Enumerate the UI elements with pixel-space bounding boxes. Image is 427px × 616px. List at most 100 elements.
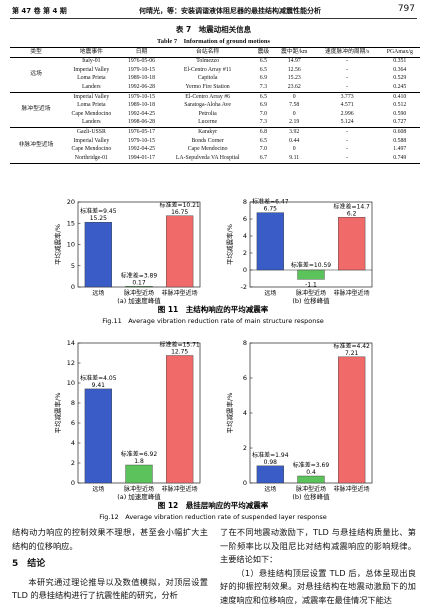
- std-label: 标准差=6.92: [121, 450, 158, 458]
- column-header: 类型: [30, 48, 42, 55]
- bar: [166, 215, 194, 288]
- y-tick-label: 0: [243, 266, 247, 274]
- column-header: 台站名称: [196, 48, 220, 55]
- value-label: 0.17: [132, 279, 146, 286]
- value-label: 0.4: [306, 469, 316, 476]
- bar: [84, 388, 112, 484]
- table-cell: 6.5: [259, 66, 267, 73]
- sub-caption: (b) 位移峰值: [292, 492, 330, 501]
- table-cell: 6.8: [259, 128, 267, 135]
- value-label: 16.75: [171, 209, 188, 216]
- table-row: 远场 Italy-01 1976-05-06 Tolmezzo 6.5 14.97 - 0.3…: [10, 57, 420, 77]
- table-row: Imperial Valley 1979-10-15 El-Centro Array…: [10, 66, 420, 75]
- table-row: 非脉冲型近场 Gazli-USSR 1976-05-17 Karakyr 6.8 3.92…: [10, 128, 420, 148]
- y-tick-label: 2: [243, 444, 247, 452]
- figures: 05101520平均减震率/%15.25标准差=9.45远场0.17标准差=3.…: [53, 198, 373, 521]
- table-group: 脉冲型近场 Imperial Valley 1979-10-15 El-Centro …: [10, 92, 420, 128]
- bar: [256, 465, 284, 484]
- value-label: -1.1: [305, 281, 317, 288]
- table-cell: Cape Mendocino: [71, 110, 112, 117]
- y-tick-label: 8: [243, 339, 247, 347]
- table-cell: Saratoga-Aloha Ave: [184, 102, 231, 109]
- bar: [338, 356, 366, 484]
- table-cell: 0: [292, 146, 296, 153]
- group-type: 非脉冲型近场: [18, 141, 54, 148]
- table-cell: El-Centro Array #11: [183, 66, 232, 73]
- sub-caption: (a) 加速度峰值: [117, 492, 161, 501]
- table-cell: Italy-01: [82, 58, 101, 65]
- x-tick-label: 远场: [92, 289, 104, 297]
- table-cell: 0.608: [393, 128, 407, 135]
- table-cell: LA-Sepulveda VA Hospital: [175, 154, 240, 161]
- y-tick-label: 8: [243, 198, 247, 206]
- std-label: 标准差=3.89: [121, 271, 158, 279]
- bar: [297, 475, 325, 484]
- std-label: 标准差=4.42: [333, 342, 370, 350]
- section-title: 5 结论: [12, 559, 46, 569]
- plot-frame: [249, 201, 373, 288]
- table-cell: 6.9: [259, 75, 267, 82]
- y-tick-label: 10: [67, 379, 75, 387]
- y-tick-label: 2: [243, 249, 247, 257]
- value-label: 6.75: [264, 206, 278, 213]
- header-rule: [10, 18, 417, 19]
- y-tick-label: 14: [67, 339, 75, 347]
- column-header: 震级: [257, 48, 270, 55]
- paragraph: 了在不同地震动激励下，TLD 与悬挂结构质量比、第一阶频率比以及阻尼比对结构减震…: [220, 527, 416, 564]
- table-row: 脉冲型近场 Imperial Valley 1979-10-15 El-Centro …: [10, 92, 420, 113]
- table-cell: 1992-04-25: [127, 110, 156, 117]
- table-cell: 0.588: [393, 137, 407, 144]
- x-tick-label: 远场: [92, 485, 104, 493]
- group-type: 脉冲型近场: [21, 106, 51, 113]
- table-group: 非脉冲型近场 Gazli-USSR 1976-05-17 Karakyr 6.8 3.92…: [10, 128, 420, 164]
- table-cell: Petrolia: [198, 110, 217, 117]
- y-tick-label: 4: [71, 439, 75, 447]
- x-tick-label: 非脉冲型近场: [162, 289, 198, 297]
- table-cell: 3.92: [289, 128, 300, 135]
- table-row: Imperial Valley 1979-10-15 Bonds Corner 6.5…: [10, 137, 420, 146]
- table-cell: 7.0: [259, 110, 267, 117]
- journal-issue: 第 47 卷 第 4 期: [12, 7, 67, 15]
- table-cell: 1976-05-06: [127, 58, 156, 65]
- value-label: 12.75: [171, 349, 188, 356]
- y-axis-label: 平均减震率/%: [225, 224, 234, 265]
- value-label: 6.2: [347, 210, 357, 217]
- table-cell: Lucerne: [198, 119, 218, 126]
- table-cell: 0.364: [393, 66, 407, 73]
- value-label: 1.8: [134, 458, 144, 465]
- y-tick-label: 4: [243, 409, 247, 417]
- x-tick-label: 脉冲型近场: [124, 485, 154, 493]
- y-tick-label: 15: [67, 219, 75, 227]
- table-cell: Loma Prieta: [77, 102, 106, 109]
- table-cell: 9.11: [289, 154, 300, 161]
- y-tick-label: 0: [243, 479, 247, 487]
- column-header: 震中距/km: [281, 48, 308, 55]
- table-cell: Bonds Corner: [191, 137, 224, 144]
- table-header: 类型 地震事件 日期 台站名称 震级 震中距/km 速度脉冲的周期/s PGAmax/g: [10, 47, 420, 58]
- table-row: Northridge-01 1994-01-17 LA-Sepulveda VA H…: [10, 154, 420, 163]
- value-label: 15.25: [90, 215, 107, 222]
- table-cell: Yermo Fire Station: [185, 83, 230, 90]
- table-cell: El-Centro Array #6: [185, 93, 230, 100]
- y-axis-label: 平均减震率/%: [53, 224, 62, 265]
- std-label: 标准差=1.94: [252, 451, 289, 459]
- y-axis-label: 平均减震率/%: [53, 393, 62, 434]
- table-cell: 1992-06-28: [127, 83, 156, 90]
- table-cell: -: [346, 137, 349, 144]
- table-cell: Landers: [82, 83, 101, 90]
- table-cell: 15.23: [287, 75, 301, 82]
- ground-motion-table: 类型 地震事件 日期 台站名称 震级 震中距/km 速度脉冲的周期/s PGAmax/g 远场…: [10, 47, 420, 164]
- std-label: 标准差=14.7: [333, 202, 370, 210]
- y-tick-label: 6: [71, 419, 75, 427]
- table-cell: 0.410: [393, 93, 407, 100]
- value-label: 7.21: [345, 350, 359, 357]
- column-header: 地震事件: [79, 48, 103, 55]
- y-axis-label: 平均减震率/%: [225, 393, 234, 434]
- value-label: 9.41: [92, 382, 106, 389]
- table-cell: 1992-04-25: [127, 146, 156, 153]
- table-cell: 1979-10-15: [127, 137, 156, 144]
- bar: [166, 355, 194, 484]
- table-cell: 7.58: [289, 102, 300, 109]
- table-cell: Karakyr: [198, 128, 218, 135]
